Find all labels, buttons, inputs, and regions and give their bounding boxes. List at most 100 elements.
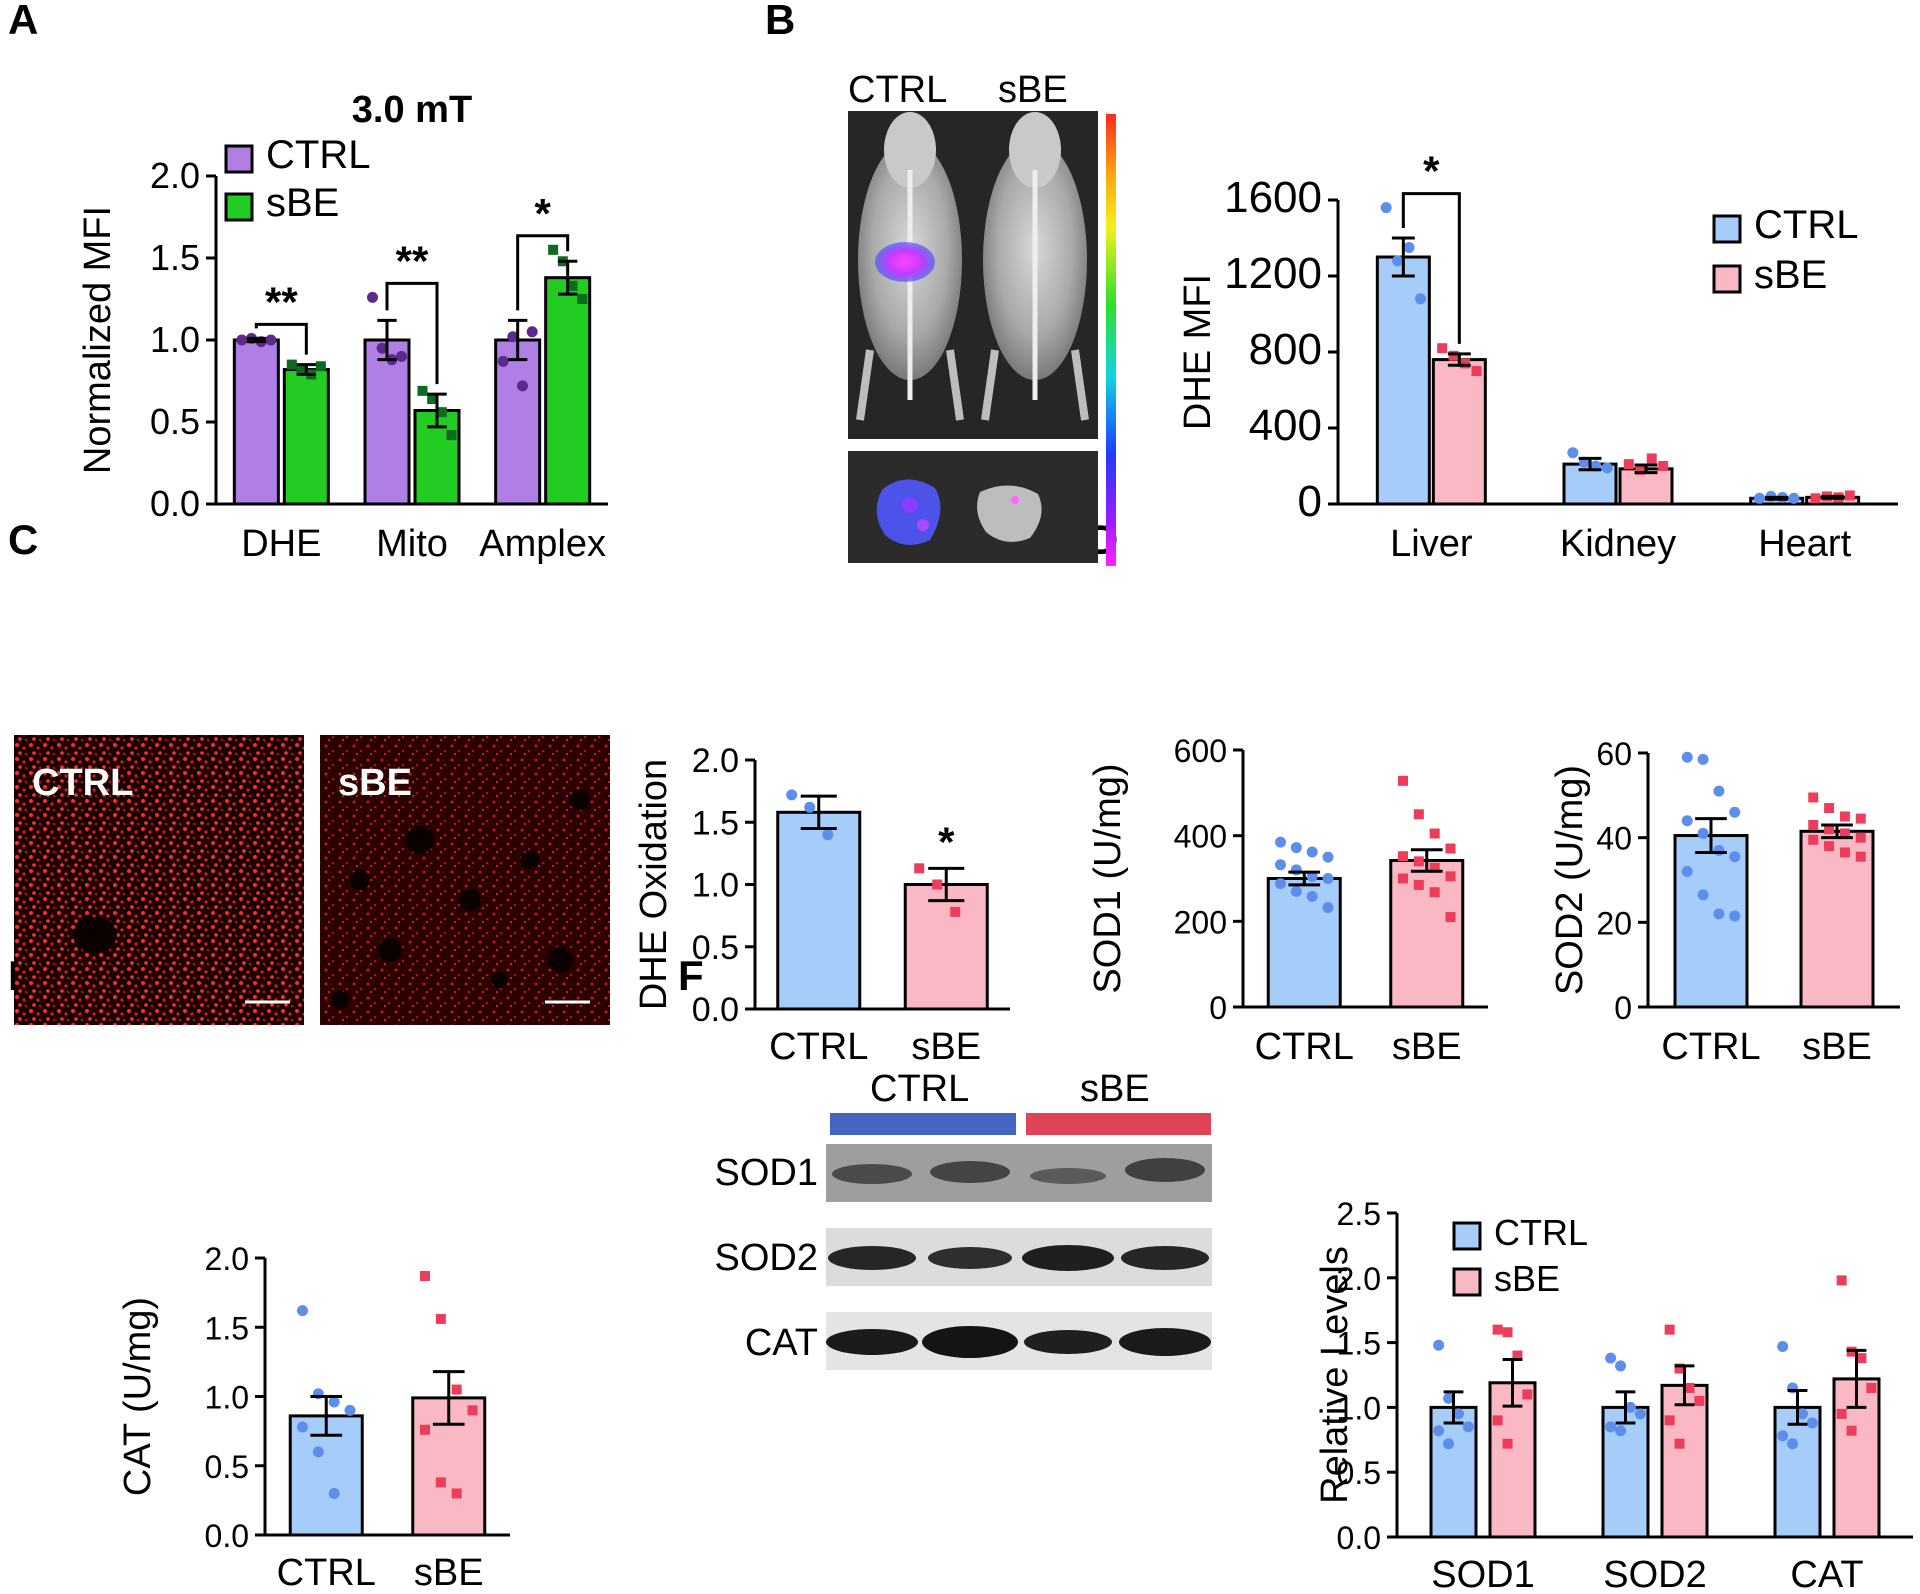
- data-point: [786, 789, 798, 801]
- panel-label-f: F: [678, 952, 704, 999]
- data-point: [1522, 1389, 1533, 1400]
- data-point: [1322, 851, 1334, 863]
- imaging-label-ctrl: CTRL: [848, 69, 947, 111]
- data-point: [366, 291, 378, 303]
- organ-ctrl-image: [876, 479, 941, 545]
- y-tick-label: 1.5: [1337, 1326, 1381, 1362]
- legend-swatch: [1452, 1267, 1482, 1297]
- data-point: [1623, 459, 1634, 470]
- y-axis-label: Normalized MFI: [77, 206, 119, 474]
- data-point: [1492, 1324, 1503, 1335]
- y-axis-label: DHE Oxidation: [633, 759, 675, 1010]
- data-point: [417, 385, 428, 396]
- bar: [1773, 1405, 1822, 1539]
- y-tick-label: 1.0: [205, 1380, 249, 1416]
- bar: [903, 883, 989, 1011]
- data-point: [1605, 1352, 1617, 1364]
- data-point: [1437, 343, 1448, 354]
- blot-group-sbe-bar: [1026, 1113, 1211, 1135]
- bar: [1660, 1383, 1709, 1539]
- data-point: [507, 331, 519, 343]
- chart-c: 0.0 0.5 1.0 1.5 2.0 DHE Oxidation CTRL sBE *: [633, 742, 1010, 1068]
- significance-marker: *: [938, 818, 955, 865]
- data-point: [435, 1313, 446, 1324]
- data-point: [1836, 1408, 1847, 1419]
- data-point: [1635, 464, 1646, 475]
- data-point: [1808, 834, 1819, 845]
- y-tick-label: 1.5: [205, 1310, 249, 1346]
- data-point: [1397, 851, 1408, 862]
- x-category-label: CTRL: [1661, 1026, 1760, 1068]
- y-axis-label: Relative Levels: [1314, 1246, 1356, 1504]
- legend-swatch: [1712, 214, 1742, 244]
- legend-label: CTRL: [1754, 203, 1858, 247]
- bar: [1389, 859, 1465, 1009]
- blot-bands: [826, 1158, 1211, 1358]
- x-category-label: SOD2: [1603, 1554, 1706, 1594]
- data-point: [1512, 1350, 1523, 1361]
- data-point: [804, 801, 816, 813]
- chart-e: 0.0 0.5 1.0 1.5 2.0 CAT (U/mg) CTRL sBE: [117, 1241, 510, 1594]
- chart-b: 0 400 800 1200 1600 DHE MFI Liver * Kidney Heart C…: [1177, 148, 1898, 565]
- data-point: [427, 394, 438, 405]
- data-point: [328, 1396, 340, 1408]
- data-point: [1605, 1421, 1617, 1433]
- significance-bracket: [385, 281, 439, 385]
- data-point: [312, 1446, 324, 1458]
- data-point: [1846, 1425, 1857, 1436]
- imaging-label-sbe: sBE: [998, 69, 1068, 111]
- data-point: [1634, 1408, 1646, 1420]
- data-point: [1713, 844, 1725, 856]
- blot-group-ctrl: CTRL: [870, 1068, 969, 1110]
- x-category-label: sBE: [1802, 1026, 1872, 1068]
- legend-label: sBE: [266, 181, 339, 225]
- x-category-label: SOD1: [1431, 1554, 1534, 1594]
- legend-label: CTRL: [1494, 1212, 1588, 1253]
- data-point: [1445, 843, 1456, 854]
- panel-label-b: B: [765, 0, 795, 43]
- y-axis-label: DHE MFI: [1177, 274, 1219, 430]
- data-point: [1502, 1327, 1513, 1338]
- data-point: [1413, 809, 1424, 820]
- data-point: [1855, 832, 1866, 843]
- data-point: [296, 1305, 308, 1317]
- data-point: [1694, 1395, 1705, 1406]
- data-point: [1729, 806, 1741, 818]
- y-tick-label: 0.0: [692, 991, 739, 1029]
- y-tick-label: 60: [1596, 736, 1632, 772]
- data-point: [236, 334, 248, 346]
- data-point: [296, 1421, 308, 1433]
- data-point: [1445, 871, 1456, 882]
- x-category-label: Heart: [1758, 523, 1851, 565]
- y-tick-label: 2.0: [692, 742, 739, 780]
- mouse-ctrl-image: [856, 112, 964, 421]
- x-category-label: DHE: [241, 523, 321, 565]
- chart-d-sod1: 0 200 400 600 SOD1 (U/mg) CTRL sBE: [1087, 733, 1488, 1068]
- data-point: [1274, 859, 1286, 871]
- y-tick-label: 0: [1614, 990, 1632, 1026]
- data-point: [1322, 902, 1334, 914]
- data-point: [1306, 870, 1318, 882]
- blot-row-sod1: SOD1: [715, 1152, 818, 1194]
- data-point: [1777, 1340, 1789, 1352]
- panel-label-c: C: [8, 516, 38, 563]
- data-point: [419, 1424, 430, 1435]
- organ-sbe-image: [977, 485, 1042, 542]
- y-tick-label: 2.0: [205, 1241, 249, 1277]
- significance-marker: **: [396, 237, 429, 284]
- data-point: [950, 906, 961, 917]
- data-point: [1684, 1382, 1695, 1393]
- data-point: [1429, 828, 1440, 839]
- data-point: [1413, 856, 1424, 867]
- data-point: [1290, 842, 1302, 854]
- data-point: [376, 342, 388, 354]
- y-tick-label: 400: [1249, 401, 1322, 450]
- data-point: [451, 1384, 462, 1395]
- y-tick-label: 1.0: [692, 867, 739, 905]
- y-tick-label: 0.5: [150, 401, 200, 442]
- intensity-scale-bar: [1106, 114, 1116, 566]
- data-point: [1697, 889, 1709, 901]
- data-point: [1646, 453, 1657, 464]
- data-point: [1433, 1339, 1445, 1351]
